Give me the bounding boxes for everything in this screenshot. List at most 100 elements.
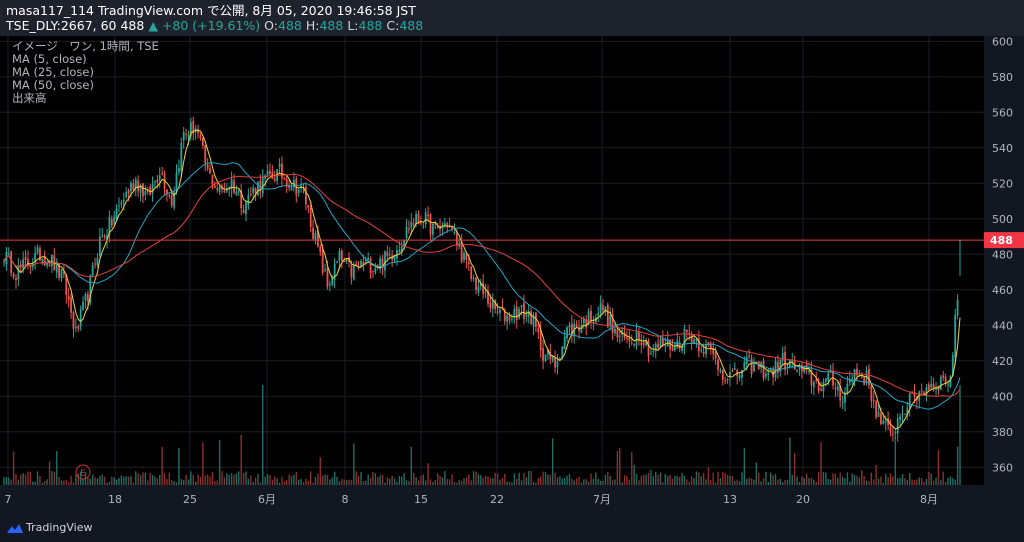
volume-bar — [626, 476, 628, 485]
volume-bar — [434, 479, 436, 485]
time-tick-label: 8月 — [920, 493, 938, 506]
candle — [216, 188, 219, 190]
candle — [360, 261, 362, 267]
candle — [269, 171, 271, 174]
volume-bar — [465, 477, 468, 485]
candle — [741, 370, 743, 378]
legend-ma5[interactable]: MA (5, close) — [12, 52, 87, 66]
volume-bar — [949, 476, 952, 485]
volume-bar — [724, 473, 726, 485]
volume-bar — [482, 477, 484, 485]
volume-bar — [468, 474, 470, 485]
volume-bar — [127, 476, 130, 485]
volume-bar — [477, 474, 480, 485]
candle — [913, 392, 916, 397]
candle — [652, 351, 655, 353]
candle — [288, 185, 291, 188]
candle — [51, 254, 53, 267]
volume-bar — [182, 479, 185, 485]
volume-bar — [65, 479, 67, 485]
candle — [130, 182, 132, 192]
volume-bar — [408, 480, 410, 485]
volume-bar — [714, 482, 717, 485]
candle — [587, 311, 590, 325]
volume-bar — [796, 476, 798, 485]
volume-bar — [391, 475, 393, 485]
candle — [791, 360, 794, 362]
open-label: O: — [264, 18, 279, 33]
close-label: C: — [386, 18, 400, 33]
candle — [460, 241, 463, 262]
candle — [233, 180, 235, 193]
volume-bar — [870, 472, 873, 485]
volume-bar — [444, 471, 446, 485]
candle — [678, 342, 681, 349]
volume-bar — [211, 471, 214, 485]
candle — [630, 342, 633, 344]
candle — [398, 249, 401, 252]
candle — [381, 258, 384, 269]
volume-bar — [959, 385, 961, 485]
candle — [204, 145, 207, 164]
candle — [431, 223, 434, 235]
candle — [695, 339, 698, 341]
candle — [810, 369, 813, 386]
volume-bar — [436, 473, 439, 485]
candle — [487, 290, 489, 304]
candle — [908, 393, 911, 408]
volume-bar — [27, 471, 29, 485]
chart-canvas[interactable]: 360 380 400 420 440 460 480 500 520 540 560 580 600 7… — [0, 36, 1024, 514]
volume-bar — [362, 481, 365, 485]
volume-bar — [602, 480, 604, 485]
legend-ma50[interactable]: MA (50, close) — [12, 78, 94, 92]
candle — [738, 375, 741, 379]
legend-ma25[interactable]: MA (25, close) — [12, 65, 94, 79]
volume-bar — [209, 476, 211, 485]
volume-bar — [580, 482, 583, 485]
candle — [803, 365, 806, 373]
volume-bar — [401, 476, 403, 485]
volume-bar — [199, 477, 202, 485]
volume-bar — [44, 480, 46, 485]
time-tick-label: 6月 — [258, 493, 276, 506]
candle — [745, 356, 748, 365]
candle — [386, 251, 389, 256]
chart-panel[interactable]: 360 380 400 420 440 460 480 500 520 540 560 580 600 7… — [0, 36, 1024, 514]
candle — [702, 351, 705, 354]
candle — [944, 376, 947, 384]
candle — [724, 380, 727, 382]
volume-bar — [17, 479, 20, 485]
candle — [467, 262, 470, 265]
low-value: 488 — [358, 18, 383, 33]
candle — [127, 189, 130, 194]
candle — [661, 338, 664, 345]
volume-bar — [611, 480, 614, 485]
candle — [333, 263, 336, 280]
candle — [489, 302, 492, 309]
candle — [872, 399, 875, 401]
volume-bar — [662, 482, 664, 485]
candle — [72, 312, 75, 329]
volume-bar — [822, 471, 825, 485]
candle — [863, 377, 866, 385]
volume-bar — [228, 474, 230, 485]
candle — [396, 250, 398, 259]
volume-bar — [259, 482, 262, 485]
candle — [67, 296, 70, 300]
volume-bar — [389, 478, 391, 485]
legend-volume[interactable]: 出来高 — [12, 91, 47, 105]
candle — [671, 347, 674, 351]
volume-bar — [46, 479, 48, 485]
volume-bar — [357, 475, 360, 485]
candle — [472, 278, 475, 280]
candle — [420, 222, 422, 224]
candle — [70, 297, 72, 313]
candle — [844, 392, 846, 403]
volume-bar — [520, 480, 523, 485]
change-arrow-icon: ▲ — [148, 18, 158, 33]
volume-bar — [175, 482, 178, 485]
candle — [882, 420, 885, 424]
candle — [331, 278, 334, 285]
candle — [518, 309, 521, 319]
volume-bar — [302, 482, 305, 485]
